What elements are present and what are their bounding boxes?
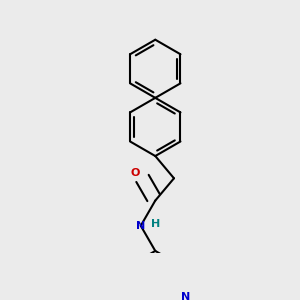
Text: O: O	[131, 168, 140, 178]
Text: H: H	[151, 219, 160, 229]
Text: N: N	[181, 292, 190, 300]
Text: N: N	[136, 221, 146, 231]
